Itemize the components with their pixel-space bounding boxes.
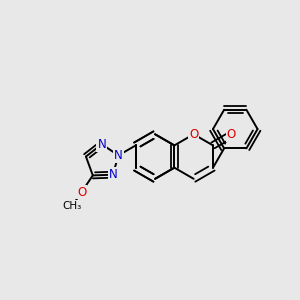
Text: N: N bbox=[98, 138, 106, 151]
Text: O: O bbox=[77, 185, 86, 199]
Text: CH₃: CH₃ bbox=[62, 201, 82, 211]
Text: N: N bbox=[114, 149, 123, 162]
Text: O: O bbox=[189, 128, 198, 141]
Text: O: O bbox=[227, 128, 236, 141]
Text: N: N bbox=[109, 168, 117, 181]
